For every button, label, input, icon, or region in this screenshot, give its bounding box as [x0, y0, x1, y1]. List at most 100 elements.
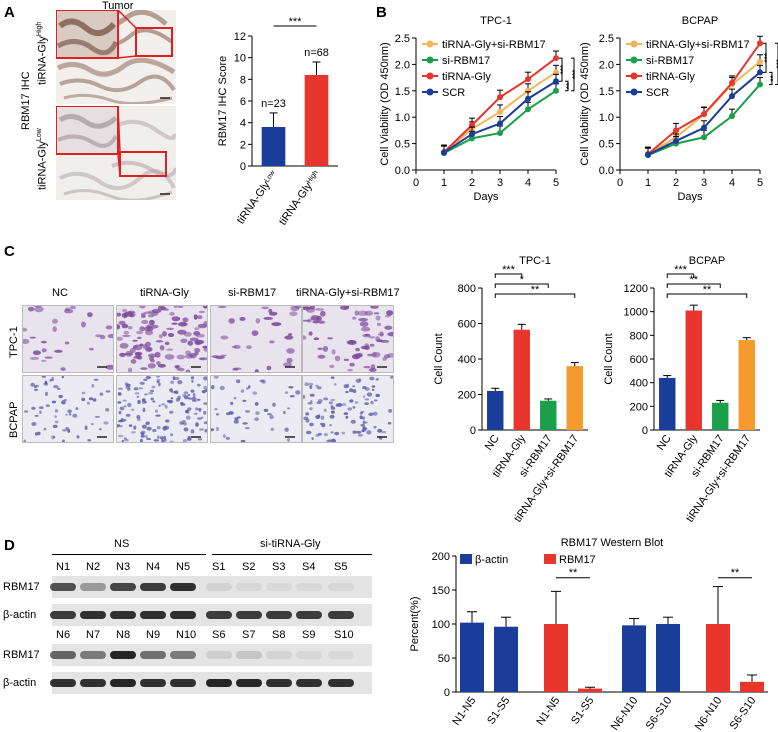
col-label-sirbm17: si-RBM17 [228, 287, 277, 299]
legend-marker [630, 40, 638, 48]
cell [105, 407, 110, 412]
cell [352, 389, 356, 393]
cell [377, 428, 383, 433]
cell [31, 422, 37, 426]
y-tick-label: 0 [642, 425, 648, 437]
legend-marker [630, 56, 638, 64]
cell [95, 334, 102, 338]
sig-bracket [763, 42, 767, 73]
bar [460, 622, 484, 692]
cell [140, 438, 143, 442]
series-point [645, 151, 651, 158]
cell [169, 388, 173, 392]
cell [139, 343, 144, 347]
cell [283, 362, 292, 368]
x-tick-label: 3 [701, 177, 707, 189]
x-tick-label: tiRNA-GlyHigh [277, 169, 323, 228]
series-point [525, 95, 531, 102]
lane-label: N3 [116, 561, 131, 573]
row-high-sup: High [36, 21, 43, 37]
cell [309, 385, 313, 389]
blot-band [206, 651, 232, 659]
cell [203, 410, 207, 415]
cell [284, 427, 289, 432]
cell [56, 387, 61, 390]
cell [370, 364, 376, 370]
cell [43, 427, 47, 431]
cell [225, 412, 231, 416]
cell [65, 413, 68, 416]
cell [31, 406, 36, 410]
legend-label: tiRNA-Gly [646, 71, 695, 83]
cell [176, 354, 185, 360]
lane-label: N4 [146, 561, 161, 573]
series-point [673, 127, 679, 134]
cell [185, 410, 189, 414]
x-tick-label: 2 [469, 177, 475, 189]
cell [119, 406, 125, 411]
cell [91, 383, 95, 388]
cell [358, 318, 368, 322]
cell [131, 431, 136, 434]
micrograph [22, 375, 114, 443]
cell [376, 322, 382, 327]
blot-band [266, 651, 292, 659]
micrograph-cells [303, 376, 393, 442]
cell [367, 353, 373, 357]
cell [195, 422, 199, 427]
cell [328, 401, 333, 405]
cell [330, 405, 334, 408]
cell [331, 349, 336, 355]
cell [289, 395, 295, 398]
cell [360, 345, 369, 350]
x-tick-label: NC [655, 433, 674, 453]
x-tick-label: 4 [729, 177, 735, 189]
significance: ** [689, 274, 698, 286]
cell [233, 344, 241, 349]
cell [148, 392, 154, 395]
cell [323, 408, 327, 412]
cell [107, 333, 113, 339]
cell [287, 407, 291, 410]
cell [196, 398, 201, 401]
sig-bracket [666, 283, 721, 288]
cell [189, 337, 199, 342]
micrograph-cells [23, 376, 111, 442]
cell [149, 389, 155, 393]
cell [361, 326, 371, 332]
cell [311, 437, 314, 441]
cell [321, 422, 326, 428]
cell [187, 394, 191, 396]
legend-marker [630, 72, 638, 80]
cell [323, 433, 328, 437]
y-tick-label: 0.5 [395, 139, 410, 151]
blot-band [296, 583, 322, 591]
cell [259, 379, 265, 383]
cell [199, 428, 204, 431]
cell [266, 365, 272, 371]
blot-band [236, 679, 262, 687]
cell [240, 439, 246, 442]
cell [263, 316, 274, 320]
y-tick-label: 600 [458, 319, 476, 331]
blot-band [236, 651, 262, 659]
cell [168, 399, 174, 404]
cell [190, 376, 195, 380]
cell [284, 335, 294, 340]
cell [29, 336, 36, 339]
cell [23, 338, 30, 345]
y-tick-label: 400 [458, 354, 476, 366]
cell [58, 394, 63, 399]
cell [133, 387, 139, 391]
cell [103, 421, 109, 425]
cell [303, 394, 306, 399]
series-point [701, 134, 707, 141]
cell [230, 401, 234, 405]
cell [32, 350, 41, 355]
micrograph-cells [23, 306, 113, 371]
cell [375, 378, 379, 381]
cell [375, 315, 381, 321]
cell [193, 314, 198, 320]
cell [177, 306, 184, 309]
significance: *** [775, 59, 778, 68]
